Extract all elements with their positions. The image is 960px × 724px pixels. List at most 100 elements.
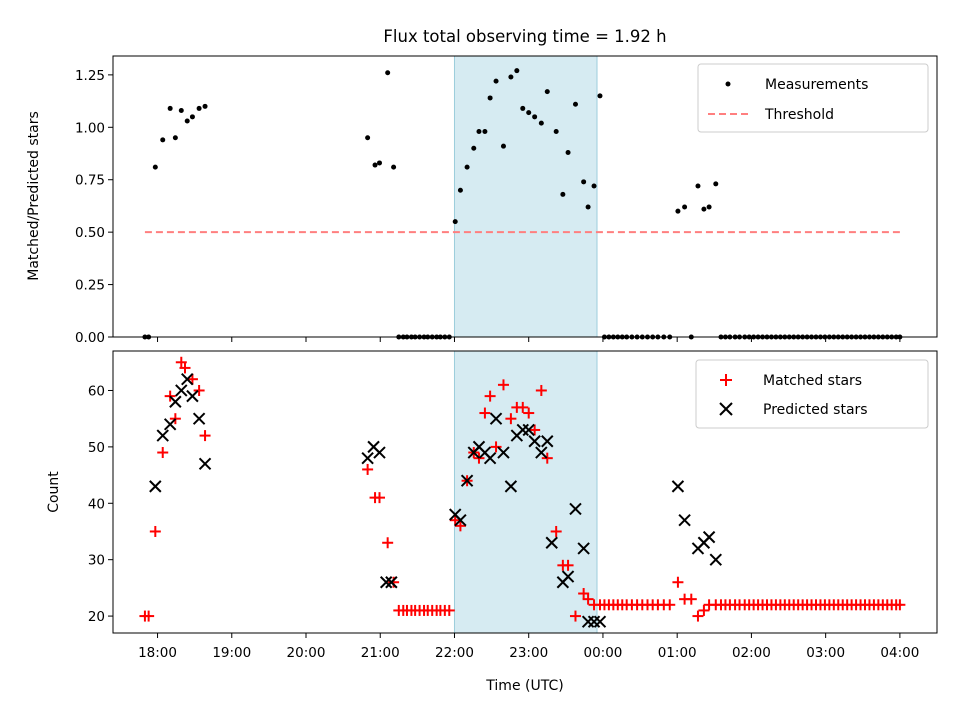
predicted-star-point [156, 429, 169, 442]
measurement-point [597, 93, 603, 99]
bottom-shaded-band [453, 351, 598, 633]
x-tick-label: 23:00 [509, 645, 548, 661]
x-tick-label: 02:00 [732, 645, 771, 661]
matched-star-point [484, 390, 496, 402]
legend-measurements-marker [725, 81, 731, 87]
top-shaded-band [453, 56, 598, 337]
matched-star-point [692, 610, 704, 622]
matched-star-point [541, 452, 553, 464]
predicted-star-point [169, 395, 182, 408]
matched-star-point [362, 463, 374, 475]
matched-star-point [529, 424, 541, 436]
predicted-star-point [593, 615, 607, 628]
matched-star-point [698, 604, 710, 616]
predicted-star-point [535, 446, 548, 459]
bottom-legend: Matched stars Predicted stars [695, 359, 929, 429]
matched-star-point [578, 588, 590, 600]
legend-matched-label: Matched stars [763, 373, 862, 389]
predicted-star-point [561, 570, 575, 583]
matched-star-point [490, 441, 502, 453]
measurement-point [585, 204, 591, 210]
predicted-star-point [373, 446, 386, 459]
matched-star-point [535, 384, 547, 396]
matched-star-point [505, 413, 517, 425]
predicted-star-point [163, 418, 177, 431]
measurement-point [520, 105, 526, 111]
x-tick-label: 18:00 [138, 645, 177, 661]
predicted-star-point [198, 457, 212, 471]
measurement-point [493, 78, 499, 84]
measurement-point [508, 74, 514, 80]
matched-star-point [550, 525, 562, 537]
predicted-star-point [522, 423, 535, 437]
legend-threshold-label: Threshold [764, 107, 834, 123]
measurement-point [682, 204, 688, 210]
matched-star-point [894, 599, 906, 611]
measurement-point [172, 135, 178, 141]
measurement-point [514, 68, 520, 74]
x-tick-label: 01:00 [658, 645, 697, 661]
matched-star-point [149, 525, 161, 537]
measurement-point [452, 219, 458, 225]
measurement-point [701, 206, 707, 212]
measurement-point [160, 137, 166, 143]
x-tick-label: 00:00 [583, 645, 622, 661]
predicted-star-point [489, 412, 503, 425]
bottom-y-tick-label: 40 [88, 496, 105, 512]
measurement-point [372, 162, 378, 168]
predicted-star-point [541, 435, 554, 448]
matched-star-point [562, 559, 574, 571]
measurement-point [544, 89, 550, 95]
legend-matched-marker [720, 374, 732, 386]
measurement-point [532, 114, 538, 120]
measurement-point [471, 145, 477, 151]
x-tick-label: 19:00 [212, 645, 251, 661]
top-y-axis-label: Matched/Predicted stars [26, 111, 42, 281]
x-tick-label: 03:00 [806, 645, 845, 661]
bottom-x-axis: 18:00 19:00 20:00 21:00 22:00 23:00 00:00 01:00… [138, 633, 919, 661]
predicted-star-point [460, 474, 474, 487]
measurement-point [526, 110, 532, 116]
top-legend: Measurements Threshold [697, 63, 929, 133]
bottom-y-tick-label: 20 [88, 609, 105, 625]
measurement-point [487, 95, 493, 101]
measurement-point [377, 160, 383, 166]
bottom-y-axis: 20 30 40 50 60 [88, 383, 113, 625]
measurement-point [553, 128, 559, 134]
legend-measurements-label: Measurements [765, 77, 868, 93]
predicted-star-point [569, 502, 582, 516]
x-tick-label: 20:00 [287, 645, 326, 661]
measurement-point [713, 181, 719, 187]
top-y-tick-label: 0.50 [75, 225, 105, 241]
measurement-point [365, 135, 371, 141]
matched-star-point [443, 604, 455, 616]
top-y-tick-label: 0.75 [75, 173, 105, 189]
measurement-point [482, 128, 488, 134]
measurement-point [572, 101, 578, 107]
measurement-point [706, 204, 712, 210]
measurement-point [476, 128, 482, 134]
matched-star-point [175, 356, 187, 368]
measurement-point [560, 191, 566, 197]
predicted-star-point [175, 384, 188, 397]
matched-star-point [157, 447, 169, 459]
legend-predicted-marker [719, 402, 733, 416]
measurement-point [538, 120, 544, 126]
predicted-star-point [671, 480, 685, 493]
measurement-point [464, 164, 470, 170]
matched-star-point [497, 379, 509, 391]
predicted-star-point [483, 451, 497, 465]
predicted-star-point [454, 513, 467, 527]
measurement-point [196, 105, 202, 111]
measurement-point [178, 108, 184, 114]
predicted-star-point [361, 451, 374, 465]
matched-star-point [449, 514, 461, 526]
bottom-legend-box [695, 359, 929, 429]
measurement-point [167, 105, 173, 111]
predicted-star-point [528, 435, 541, 448]
measurement-point [184, 118, 190, 124]
matched-star-point [569, 610, 581, 622]
matched-star-point [664, 599, 676, 611]
measurement-point [385, 70, 391, 76]
predicted-star-point [379, 576, 393, 589]
